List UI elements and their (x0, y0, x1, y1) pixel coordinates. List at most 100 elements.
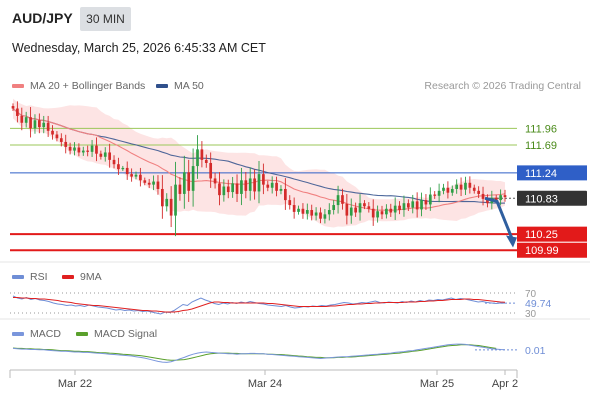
candle (73, 142, 76, 156)
candle (108, 143, 111, 168)
candle-body (187, 172, 191, 191)
macd-line (12, 343, 506, 363)
macd-signal-legend-label: MACD Signal (94, 328, 158, 340)
candle-body (393, 205, 397, 213)
candle-body (152, 181, 155, 185)
candle-body (319, 212, 322, 219)
candle (499, 189, 502, 206)
macd-swatch (12, 332, 24, 337)
candle (275, 176, 278, 197)
candle (24, 111, 28, 128)
candle-body (213, 178, 217, 184)
candle (33, 114, 37, 134)
rsi-ma-legend-label: 9MA (80, 271, 102, 283)
candle-body (86, 150, 90, 152)
candle (376, 205, 379, 223)
x-tick-label: Mar 24 (248, 378, 282, 390)
candle (121, 165, 125, 171)
candle-body (226, 186, 230, 193)
candle (200, 141, 204, 168)
candle-body (178, 184, 182, 194)
candle (341, 188, 344, 210)
candle-body (477, 190, 480, 194)
candle-body (196, 149, 199, 167)
support-tag (517, 242, 587, 258)
ma20-legend: MA 20 + Bollinger Bands (12, 80, 145, 92)
candle (428, 187, 432, 211)
candle-body (327, 210, 331, 215)
candle-body (95, 145, 98, 154)
candle (244, 172, 248, 199)
candle-body (218, 183, 221, 196)
candle (147, 178, 151, 189)
candle (196, 135, 199, 179)
candle (411, 194, 415, 214)
x-tick-label: Mar 25 (420, 378, 454, 390)
pivot-label: 111.24 (525, 168, 557, 180)
candle (420, 192, 423, 217)
candle (46, 115, 50, 137)
candle-body (464, 182, 467, 190)
candle (284, 178, 287, 210)
candle-body (55, 134, 59, 139)
candle-body (494, 197, 498, 201)
candle (187, 159, 191, 202)
timestamp: Wednesday, March 25, 2026 6:45:33 AM CET (12, 41, 266, 55)
candle (182, 155, 186, 209)
candle (99, 150, 103, 160)
candle-body (248, 178, 252, 191)
candle-body (112, 159, 116, 165)
candle (446, 181, 450, 199)
candle (358, 194, 362, 221)
candle (77, 143, 81, 157)
candle-body (38, 120, 41, 128)
candle (29, 107, 32, 138)
rsi-tick-label: 30 (525, 309, 537, 320)
resistance-label: 111.96 (525, 123, 557, 135)
candle (503, 189, 507, 202)
macd-signal-swatch (76, 332, 88, 337)
candle-body (402, 203, 406, 211)
candle-body (376, 211, 379, 218)
candle (385, 204, 388, 219)
rsi-legend-label: RSI (30, 271, 48, 283)
rsi-ma-swatch (62, 275, 74, 280)
candle-body (209, 162, 213, 179)
candle (174, 161, 177, 237)
candle-body (139, 174, 142, 181)
panel-dividers (0, 261, 590, 378)
candle-body (398, 205, 401, 211)
support-tag (517, 226, 587, 242)
candle (139, 167, 142, 187)
candle-body (420, 200, 423, 210)
candle (310, 204, 314, 221)
candle (297, 205, 300, 215)
candle (231, 176, 234, 198)
candle-body (336, 195, 340, 206)
candle (455, 179, 459, 194)
candle (257, 161, 261, 204)
candle-body (310, 210, 314, 216)
ma50-legend: MA 50 (156, 80, 204, 92)
candle (125, 161, 129, 180)
candle (95, 137, 98, 162)
candle (134, 171, 138, 180)
last-price-tag (517, 190, 587, 206)
candle-body (253, 178, 256, 192)
candle-body (33, 120, 37, 129)
timeframe-button[interactable]: 30 MIN (80, 7, 131, 31)
candle-body (459, 184, 463, 190)
candle (468, 176, 472, 194)
candle-body (16, 108, 19, 116)
macd-signal-legend: MACD Signal (76, 328, 157, 340)
rsi-ma-line (13, 297, 506, 313)
support-label: 110.25 (525, 229, 558, 241)
candle (472, 184, 476, 194)
candle-body (499, 195, 502, 201)
candle-body (99, 153, 103, 157)
macd-legend: MACD (12, 328, 61, 340)
candle (389, 203, 393, 217)
candle-body (367, 206, 371, 209)
candle-body (244, 180, 248, 191)
